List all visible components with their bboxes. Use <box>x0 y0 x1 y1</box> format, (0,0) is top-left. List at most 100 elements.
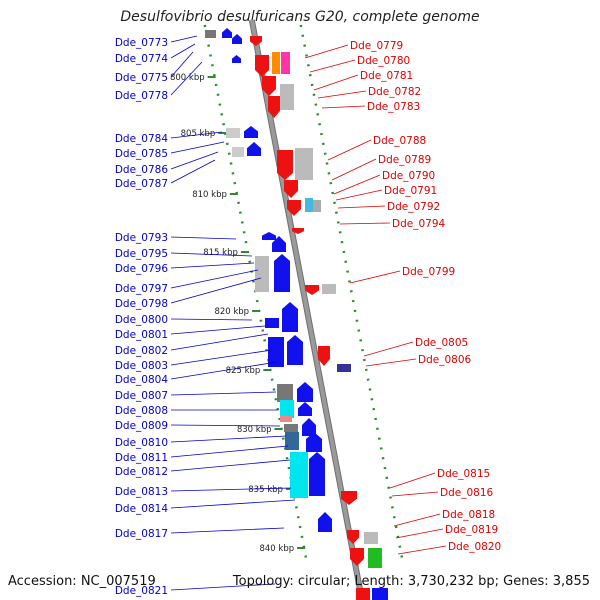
gene-leader-line-right <box>331 158 377 181</box>
gene-block <box>232 147 244 157</box>
gene-label-right: Dde_0815 <box>437 468 490 480</box>
scale-dotted-line-right <box>299 24 405 566</box>
gene-arrow-reverse <box>262 76 276 96</box>
gene-arrow-reverse <box>341 491 357 505</box>
gene-leader-line-left <box>170 262 255 269</box>
scale-mark-label: 830 kbp <box>237 425 272 435</box>
gene-arrow-forward <box>247 142 261 156</box>
gene-arrow-forward <box>232 55 241 63</box>
gene-leader-line-left <box>170 487 292 492</box>
gene-leader-line-right <box>349 270 401 284</box>
gene-arrow-reverse <box>305 285 319 295</box>
gene-block <box>368 548 382 568</box>
gene-block <box>280 416 292 422</box>
gene-block <box>268 337 284 367</box>
gene-label-left: Dde_0810 <box>115 437 168 449</box>
gene-arrow-forward <box>282 302 298 332</box>
gene-label-left: Dde_0811 <box>115 452 168 464</box>
gene-arrow-forward <box>262 232 276 240</box>
gene-label-left: Dde_0797 <box>115 283 168 295</box>
gene-arrow-reverse <box>318 346 330 366</box>
gene-leader-line-left <box>170 159 216 184</box>
gene-leader-line-right <box>317 90 367 99</box>
gene-leader-line-right <box>397 545 447 555</box>
gene-leader-line-left <box>170 151 219 170</box>
gene-label-left: Dde_0787 <box>115 178 168 190</box>
gene-label-right: Dde_0790 <box>382 170 435 182</box>
gene-leader-line-right <box>365 358 417 367</box>
gene-block <box>305 198 313 212</box>
map-title: Desulfovibrio desulfuricans G20, complet… <box>120 9 480 25</box>
gene-label-left: Dde_0775 <box>115 72 168 84</box>
gene-leader-line-left <box>170 35 198 43</box>
gene-arrow-reverse <box>347 530 359 544</box>
gene-label-left: Dde_0795 <box>115 248 168 260</box>
scale-dotted-line-left <box>203 24 309 566</box>
gene-leader-line-left <box>170 43 196 59</box>
gene-leader-line-right <box>313 74 359 91</box>
gene-leader-line-right <box>395 528 444 539</box>
gene-leader-line-left <box>170 141 225 154</box>
gene-label-right: Dde_0794 <box>392 218 446 230</box>
gene-arrow-forward <box>309 452 325 496</box>
gene-leader-line-left <box>170 277 262 304</box>
gene-label-left: Dde_0786 <box>115 164 169 176</box>
scale-mark-label: 840 kbp <box>259 544 294 554</box>
gene-arrow-forward <box>297 382 313 402</box>
gene-leader-line-left <box>170 361 278 380</box>
gene-arrow-forward <box>232 34 242 44</box>
gene-label-left: Dde_0814 <box>115 503 169 515</box>
scale-mark-label: 815 kbp <box>203 248 238 258</box>
gene-leader-line-right <box>363 341 414 357</box>
gene-label-right: Dde_0779 <box>350 40 403 52</box>
gene-label-right: Dde_0782 <box>368 86 421 98</box>
gene-block <box>226 128 240 138</box>
gene-block <box>364 532 378 544</box>
gene-label-left: Dde_0808 <box>115 405 168 417</box>
gene-block <box>285 432 299 450</box>
gene-label-right: Dde_0788 <box>373 135 426 147</box>
gene-leader-line-right <box>309 59 356 73</box>
gene-arrow-reverse <box>277 150 293 180</box>
gene-label-left: Dde_0812 <box>115 466 168 478</box>
gene-leader-line-left <box>170 445 289 458</box>
gene-label-right: Dde_0791 <box>384 185 437 197</box>
gene-leader-line-right <box>327 139 372 161</box>
gene-block <box>295 148 313 180</box>
gene-leader-line-right <box>333 174 381 195</box>
gene-label-right: Dde_0818 <box>442 509 495 521</box>
gene-label-left: Dde_0807 <box>115 390 168 402</box>
gene-label-left: Dde_0801 <box>115 329 168 341</box>
gene-block <box>290 452 308 498</box>
gene-arrow-reverse <box>287 200 301 216</box>
gene-arrow-forward <box>298 402 312 416</box>
gene-label-left: Dde_0802 <box>115 345 168 357</box>
gene-leader-line-left <box>170 236 237 240</box>
gene-leader-line-right <box>304 44 349 59</box>
gene-arrow-reverse <box>268 96 280 118</box>
scale-mark-label: 810 kbp <box>192 190 227 200</box>
gene-arrow-forward <box>287 335 303 365</box>
gene-leader-line-right <box>391 491 439 497</box>
gene-block <box>284 424 298 432</box>
gene-label-left: Dde_0773 <box>115 37 168 49</box>
gene-leader-line-left <box>170 51 194 78</box>
gene-block <box>337 364 351 372</box>
gene-leader-line-right <box>335 189 383 201</box>
gene-label-right: Dde_0820 <box>448 541 501 553</box>
gene-block <box>255 256 269 292</box>
gene-arrow-reverse <box>350 548 364 566</box>
gene-block <box>280 84 294 110</box>
gene-block <box>280 400 294 418</box>
gene-arrow-forward <box>244 126 258 138</box>
gene-block <box>265 318 279 328</box>
gene-label-left: Dde_0804 <box>115 374 169 386</box>
gene-leader-line-left <box>170 333 269 351</box>
gene-block <box>372 588 388 600</box>
gene-label-right: Dde_0780 <box>357 55 410 67</box>
gene-leader-line-left <box>170 435 287 443</box>
accession-label: Accession: NC_007519 <box>8 574 156 589</box>
gene-label-left: Dde_0793 <box>115 232 168 244</box>
gene-arrow-reverse <box>255 55 269 77</box>
gene-label-left: Dde_0813 <box>115 486 168 498</box>
